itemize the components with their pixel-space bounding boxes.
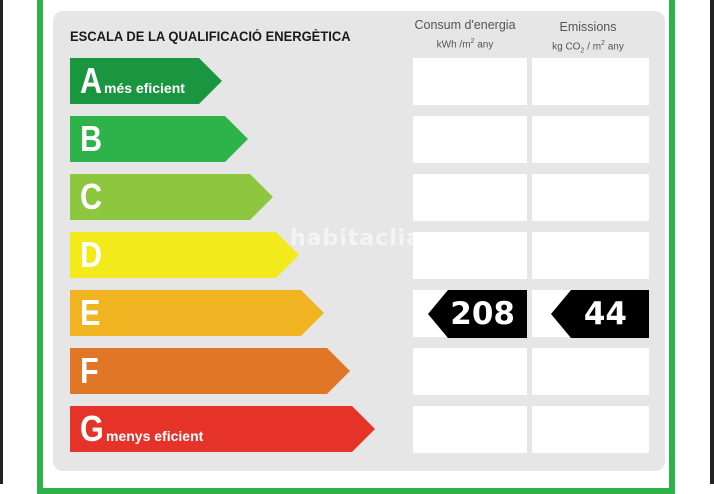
consum-cell-a xyxy=(413,58,527,105)
consum-cell-c xyxy=(413,174,527,221)
consum-value-tag: 208 xyxy=(428,290,527,338)
consum-cell-f xyxy=(413,348,527,395)
rating-letter: G xyxy=(80,408,104,449)
consum-cell-b xyxy=(413,116,527,163)
emissions-cell-g xyxy=(532,406,649,453)
emissions-cell-a xyxy=(532,58,649,105)
rating-caption: menys eficient xyxy=(106,428,204,444)
consum-cell-d xyxy=(413,232,527,279)
rating-bar-e: E xyxy=(70,290,324,336)
emissions-column-header: Emissions kg CO2 / m2 any xyxy=(532,19,644,60)
consum-title: Consum d'energia xyxy=(414,18,516,32)
rating-bar-b: B xyxy=(70,116,248,162)
rating-letter: C xyxy=(80,176,103,217)
rating-caption: més eficient xyxy=(104,80,185,96)
rating-bar-d: D xyxy=(70,232,299,278)
emissions-cell-f xyxy=(532,348,649,395)
scale-title: ESCALA DE LA QUALIFICACIÓ ENERGÈTICA xyxy=(70,29,351,44)
emissions-cell-d xyxy=(532,232,649,279)
emissions-cell-c xyxy=(532,174,649,221)
rating-letter: E xyxy=(80,292,101,333)
right-edge xyxy=(710,0,714,484)
emissions-value: 44 xyxy=(583,296,627,332)
watermark: habitaclia xyxy=(290,226,423,251)
rating-letter: B xyxy=(80,118,103,159)
rating-bar-f: F xyxy=(70,348,350,394)
consum-column-header: Consum d'energia kWh /m2 any xyxy=(410,17,520,54)
emissions-title: Emissions xyxy=(559,20,617,34)
left-edge xyxy=(0,0,3,484)
consum-cell-g xyxy=(413,406,527,453)
emissions-value-tag: 44 xyxy=(551,290,649,338)
rating-letter: A xyxy=(80,60,103,101)
emissions-unit: kg CO2 / m2 any xyxy=(552,40,624,55)
rating-bar-c: C xyxy=(70,174,273,220)
emissions-cell-b xyxy=(532,116,649,163)
consum-value: 208 xyxy=(450,296,515,332)
consum-unit: kWh /m2 any xyxy=(436,38,494,51)
rating-letter: F xyxy=(80,350,99,391)
rating-letter: D xyxy=(80,234,103,275)
